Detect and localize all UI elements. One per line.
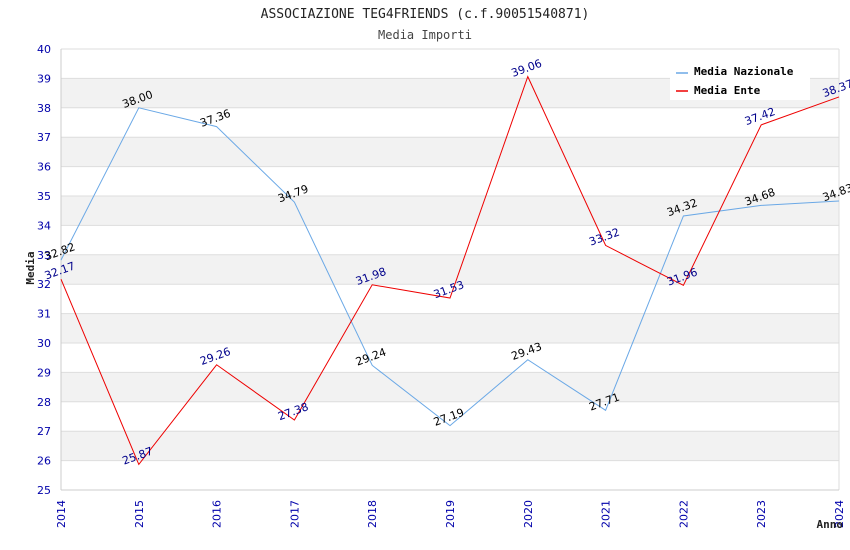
x-axis-ticks: 2014 2015 2016 2017 2018 2019 2020 2021 2022 2023… (55, 500, 846, 528)
y-tick-label: 38 (37, 102, 51, 115)
x-tick-label: 2016 (211, 500, 224, 528)
data-label: 29.24 (354, 346, 388, 369)
y-tick-label: 37 (37, 131, 51, 144)
grid-band (61, 254, 839, 285)
series-lines (60, 75, 840, 466)
grid-bands (61, 78, 839, 461)
y-tick-label: 33 (37, 249, 51, 262)
data-label: 27.19 (432, 406, 466, 429)
x-tick-label: 2015 (133, 500, 146, 528)
legend: Media Nazionale Media Ente (670, 60, 810, 100)
x-tick-label: 2024 (833, 500, 846, 528)
x-tick-label: 2014 (55, 500, 68, 528)
y-tick-label: 32 (37, 278, 51, 291)
grid-band (61, 313, 839, 343)
x-tick-label: 2020 (522, 500, 535, 528)
x-axis-label: Anno (817, 518, 844, 531)
x-tick-label: 2019 (444, 500, 457, 528)
y-tick-label: 40 (37, 43, 51, 56)
chart-title: ASSOCIAZIONE TEG4FRIENDS (c.f.9005154087… (261, 7, 590, 22)
grid-band (61, 196, 839, 226)
data-label: 37.42 (743, 105, 777, 128)
grid-band (61, 137, 839, 167)
y-tick-label: 25 (37, 484, 51, 497)
legend-box (670, 60, 810, 100)
x-tick-label: 2017 (288, 500, 301, 528)
data-label: 29.26 (198, 345, 232, 368)
grid-band (61, 372, 839, 402)
y-tick-label: 26 (37, 455, 51, 468)
series-line-media-ente (60, 75, 840, 466)
series-line-media-nazionale (60, 107, 840, 427)
y-tick-label: 34 (37, 219, 51, 232)
grid-lines (60, 48, 840, 491)
x-tick-label: 2021 (600, 500, 613, 528)
x-tick-label: 2018 (366, 500, 379, 528)
y-tick-label: 27 (37, 425, 51, 438)
data-label: 33.32 (587, 226, 621, 249)
y-tick-label: 35 (37, 190, 51, 203)
y-tick-label: 29 (37, 366, 51, 379)
y-axis-label: Media (24, 251, 37, 284)
chart-subtitle: Media Importi (378, 28, 472, 42)
data-label: 39.06 (510, 57, 544, 80)
y-tick-label: 30 (37, 337, 51, 350)
y-tick-label: 39 (37, 72, 51, 85)
legend-label-media-ente: Media Ente (694, 84, 761, 97)
y-tick-label: 28 (37, 396, 51, 409)
x-tick-label: 2023 (755, 500, 768, 528)
grid-band (61, 431, 839, 461)
y-tick-label: 36 (37, 161, 51, 174)
legend-label-media-nazionale: Media Nazionale (694, 65, 794, 78)
y-axis-ticks: 25 26 27 28 29 30 31 32 33 34 35 36 37 38 39 40 (37, 43, 51, 497)
x-tick-label: 2022 (677, 500, 690, 528)
y-tick-label: 31 (37, 308, 51, 321)
